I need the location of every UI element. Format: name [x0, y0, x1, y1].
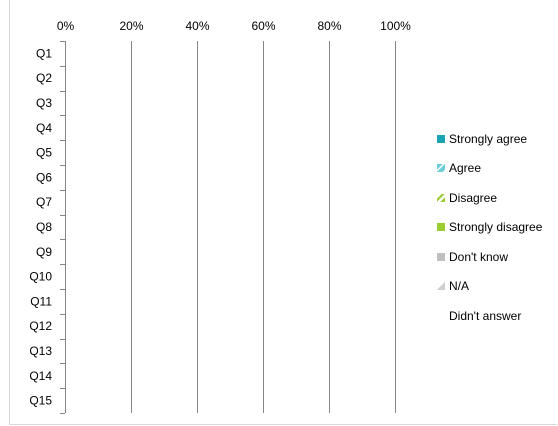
y-tick-label: Q12 [29, 319, 52, 333]
legend-label: N/A [449, 279, 470, 294]
legend-label: Disagree [449, 190, 498, 205]
y-tick-label: Q15 [29, 394, 52, 408]
legend-swatch-strongly-agree [437, 134, 445, 143]
y-tick-label: Q4 [36, 121, 52, 135]
y-tick-label: Q13 [29, 344, 52, 358]
x-tick-label: 20% [119, 19, 143, 33]
legend-label: Strongly agree [449, 131, 528, 146]
legend-label: Agree [449, 161, 482, 176]
y-tick-label: Q2 [36, 71, 52, 85]
legend-item-na: N/A [437, 272, 542, 302]
legend-swatch-na [437, 282, 445, 291]
y-tick-label: Q5 [36, 146, 52, 160]
y-tick-label: Q11 [30, 294, 52, 308]
y-tick-label: Q10 [29, 270, 52, 284]
y-tick-label: Q9 [36, 245, 52, 259]
legend-label: Don't know [449, 249, 508, 264]
legend-item-strongly-agree: Strongly agree [437, 124, 542, 154]
legend-swatch-strongly-disagree [437, 223, 445, 232]
legend-label: Didn't answer [449, 308, 522, 323]
x-tick-label: 40% [185, 19, 209, 33]
legend-swatch-didnt-answer [437, 312, 445, 320]
y-tick-label: Q8 [36, 220, 52, 234]
x-tick-label: 100% [380, 19, 411, 33]
y-tick-label: Q3 [36, 96, 52, 110]
chart-legend: Strongly agree Agree Disagree Strongly d… [437, 124, 542, 331]
legend-item-dont-know: Don't know [437, 242, 542, 272]
x-tick-label: 60% [251, 19, 275, 33]
legend-label: Strongly disagree [449, 220, 543, 235]
legend-item-didnt-answer: Didn't answer [437, 301, 542, 331]
legend-item-agree: Agree [437, 154, 542, 184]
legend-swatch-agree [437, 164, 445, 173]
y-tick-label: Q1 [36, 46, 52, 60]
y-tick-label: Q14 [29, 369, 52, 383]
legend-item-disagree: Disagree [437, 183, 542, 213]
chart-frame [9, 0, 557, 425]
y-tick-label: Q7 [36, 195, 52, 209]
x-tick-label: 0% [57, 19, 75, 33]
legend-swatch-disagree [437, 193, 445, 202]
y-tick-label: Q6 [36, 170, 52, 184]
legend-swatch-dont-know [437, 252, 445, 261]
x-tick-label: 80% [317, 19, 341, 33]
legend-item-strongly-disagree: Strongly disagree [437, 213, 542, 243]
